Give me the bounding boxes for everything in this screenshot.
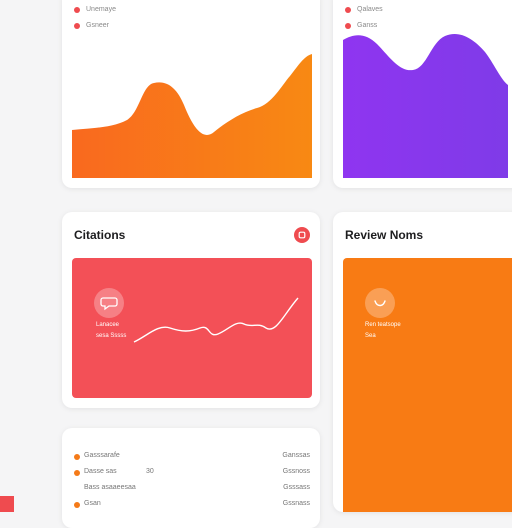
legend-dot [345,6,351,13]
legend-dot [74,22,80,29]
legend-label: Unemaye [86,6,116,13]
legend-dot [345,22,351,29]
trend-line [133,297,299,343]
edge-accent [0,496,14,512]
legend-label: Qalaves [357,6,383,13]
list-dot [74,486,80,492]
list-value: Gssnoss [282,468,310,475]
list-label: Dasse sas [84,468,117,475]
area-path [343,33,508,178]
list-item[interactable]: Gasssarafe Ganssas [74,450,310,464]
list-label: Bass asaaeesaa [84,484,136,491]
list-label: Gasssarafe [84,452,120,459]
review-card: Review Noms Ren teatsope Sea [333,212,512,512]
list-dot [74,470,80,476]
list-value: Gsssass [283,484,310,491]
legend-item-1: Unemaye [74,6,116,13]
panel-label-2: sesa Sssss [96,333,127,339]
list-value: Gssnass [282,500,310,507]
list-value: Ganssas [282,452,310,459]
panel-label-2: Sea [365,333,376,339]
panel-label-1: Lanacee [96,322,120,328]
legend-label: Gsneer [86,22,109,29]
legend-dot [74,6,80,13]
panel-label-1: Ren teatsope [365,322,401,328]
citations-panel: Lanacee sesa Sssss [72,258,312,398]
area-chart-orange [72,54,312,178]
top-left-chart-card: Unemaye Gsneer [62,0,320,188]
list-dot [74,502,80,508]
smile-icon [365,288,395,318]
legend-item-2: Gsneer [74,22,109,29]
list-card: Gasssarafe Ganssas Dasse sas 30 Gssnoss … [62,428,320,528]
list-item[interactable]: Bass asaaeesaa Gsssass [74,482,310,496]
list-item[interactable]: Dasse sas 30 Gssnoss [74,466,310,480]
area-path [72,54,312,178]
list-dot [74,454,80,460]
legend-label: Ganss [357,22,378,29]
legend-item-1: Qalaves [345,6,383,13]
card-title: Citations [74,228,126,242]
top-right-chart-card: Qalaves Ganss [333,0,512,188]
refresh-icon[interactable] [294,227,310,243]
list-mid: 30 [146,468,154,475]
legend-item-2: Ganss [345,22,377,29]
chat-bubble-icon [94,288,124,318]
area-chart-purple [343,33,508,178]
list-label: Gsan [84,500,101,507]
citations-card: Citations Lanacee sesa Sssss [62,212,320,408]
review-panel: Ren teatsope Sea [343,258,512,512]
list-item[interactable]: Gsan Gssnass [74,498,310,512]
card-title: Review Noms [345,228,424,242]
